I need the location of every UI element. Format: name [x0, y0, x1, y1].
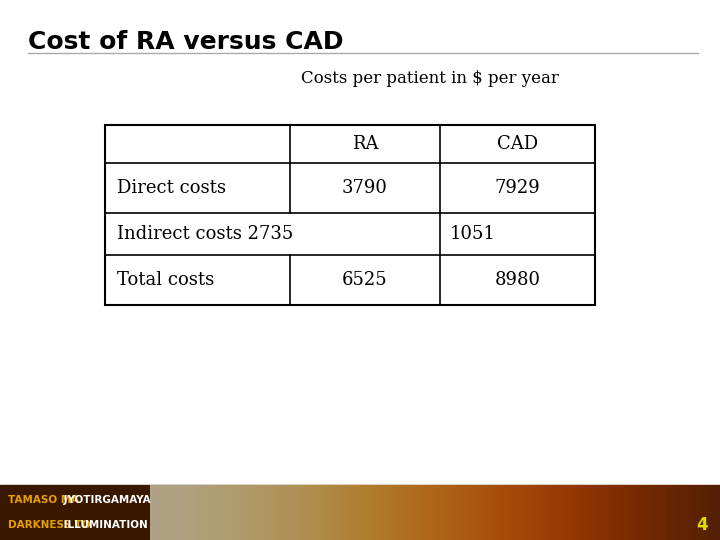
Text: CAD: CAD: [497, 135, 538, 153]
Text: Costs per patient in $ per year: Costs per patient in $ per year: [301, 70, 559, 87]
Text: Direct costs: Direct costs: [117, 179, 226, 197]
Text: 6525: 6525: [342, 271, 388, 289]
Text: RA: RA: [352, 135, 378, 153]
Text: 8980: 8980: [495, 271, 541, 289]
Text: TAMASO MA: TAMASO MA: [8, 495, 79, 505]
Text: ILLUMINATION: ILLUMINATION: [60, 519, 148, 530]
Text: Cost of RA versus CAD: Cost of RA versus CAD: [28, 30, 343, 54]
Text: DARKNESS TO: DARKNESS TO: [8, 519, 91, 530]
Text: Indirect costs 2735: Indirect costs 2735: [117, 225, 293, 243]
Bar: [0, 485, 720, 540]
Text: JYOTIRGAMAYA: JYOTIRGAMAYA: [60, 495, 150, 505]
Text: 1051: 1051: [450, 225, 496, 243]
Text: 7929: 7929: [495, 179, 541, 197]
Text: Total costs: Total costs: [117, 271, 215, 289]
Text: 4: 4: [696, 516, 708, 534]
Text: 3790: 3790: [342, 179, 388, 197]
Bar: [105, 125, 595, 305]
